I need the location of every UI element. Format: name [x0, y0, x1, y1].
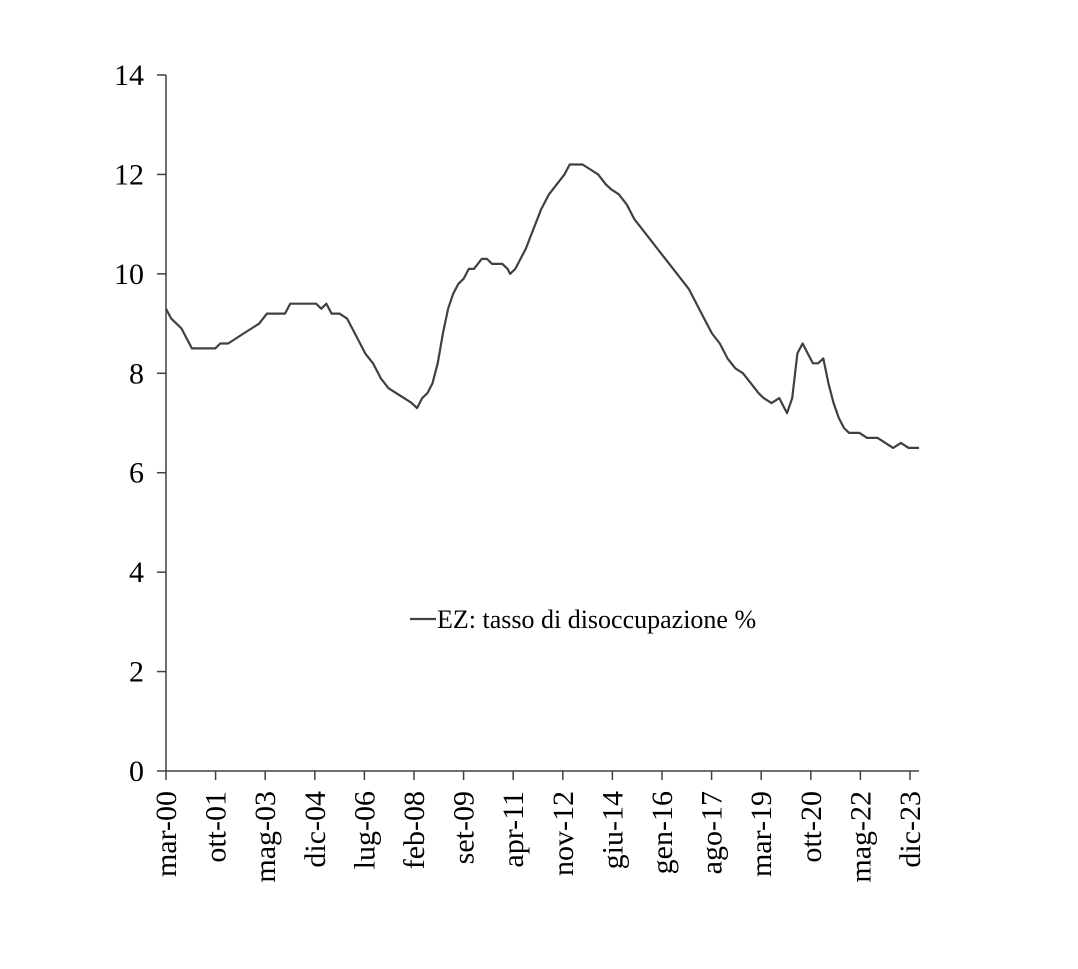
- y-tick-label: 14: [114, 59, 144, 92]
- x-tick-label: ott-20: [795, 791, 828, 863]
- series-layer: [165, 163, 919, 449]
- x-tick-label: ago-17: [696, 791, 729, 874]
- x-tick-label: dic-04: [299, 791, 332, 868]
- x-axis: mar-00 ott-01 mag-03 dic-04 lug-06 feb-08 set-…: [150, 770, 927, 883]
- x-tick-label: lug-06: [348, 791, 381, 869]
- y-tick-label: 12: [114, 158, 144, 191]
- x-tick-label: mag-22: [844, 791, 877, 883]
- y-tick-label: 10: [114, 258, 144, 291]
- y-tick-label: 4: [129, 556, 144, 589]
- x-tick-label: mag-03: [249, 791, 282, 883]
- x-tick-label: giu-14: [596, 791, 629, 869]
- y-tick-label: 2: [129, 656, 144, 689]
- legend: EZ: tasso di disoccupazione %: [410, 605, 756, 634]
- x-tick-label: apr-11: [497, 791, 530, 868]
- x-tick-label: ott-01: [200, 791, 233, 863]
- x-tick-label: nov-12: [547, 791, 580, 876]
- x-tick-label: set-09: [448, 791, 481, 864]
- x-tick-label: dic-23: [894, 791, 927, 868]
- x-tick-label: mar-00: [150, 791, 183, 877]
- x-tick-label: gen-16: [646, 791, 679, 874]
- x-tick-label: mar-19: [745, 791, 778, 877]
- y-tick-label: 0: [129, 755, 144, 788]
- y-tick-label: 6: [129, 457, 144, 490]
- x-tick-label: feb-08: [398, 791, 431, 869]
- y-tick-label: 8: [129, 357, 144, 390]
- y-axis: 0 2 4 6 8 10 12 14: [114, 59, 167, 788]
- legend-label: EZ: tasso di disoccupazione %: [437, 605, 756, 634]
- series-line-ez-unemployment: [165, 163, 919, 449]
